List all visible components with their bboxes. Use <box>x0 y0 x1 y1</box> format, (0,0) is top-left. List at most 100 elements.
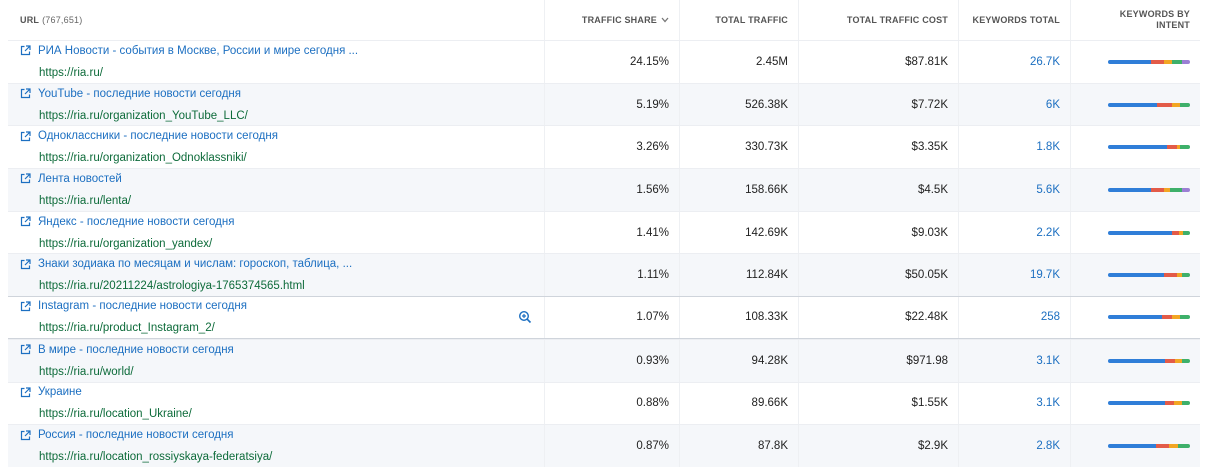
external-link-icon[interactable] <box>20 259 31 270</box>
intent-segment <box>1163 273 1177 278</box>
external-link-icon[interactable] <box>20 131 31 142</box>
total-traffic-cell: 2.45M <box>680 41 799 83</box>
keywords-total-link[interactable]: 1.8K <box>959 126 1071 169</box>
intent-segment <box>1108 102 1158 107</box>
keywords-total-link[interactable]: 5.6K <box>959 169 1071 211</box>
page-url[interactable]: https://ria.ru/organization_YouTube_LLC/ <box>39 109 248 122</box>
col-keywords-by-intent[interactable]: KEYWORDS BY INTENT <box>1119 9 1190 30</box>
page-url[interactable]: https://ria.ru/lenta/ <box>39 194 132 207</box>
intent-segment <box>1163 59 1172 64</box>
total-traffic-cell: 89.66K <box>680 382 799 425</box>
table-row: Знаки зодиака по месяцам и числам: горос… <box>8 253 1200 297</box>
intent-bar[interactable] <box>1108 315 1190 320</box>
page-title-link[interactable]: YouTube - последние новости сегодня <box>20 85 241 103</box>
page-url[interactable]: https://ria.ru/product_Instagram_2/ <box>39 322 215 335</box>
external-link-icon[interactable] <box>20 387 31 398</box>
keywords-total-link[interactable]: 6K <box>959 83 1071 126</box>
intent-segment <box>1163 187 1171 192</box>
page-title-link[interactable]: РИА Новости - события в Москве, России и… <box>20 42 358 60</box>
intent-cell <box>1071 425 1200 467</box>
intent-segment <box>1108 59 1151 64</box>
total-traffic-cell: 87.8K <box>680 425 799 467</box>
external-link-icon[interactable] <box>20 173 31 184</box>
page-title-link[interactable]: Яндекс - последние новости сегодня <box>20 213 234 231</box>
total-traffic-cell: 108.33K <box>680 297 799 338</box>
traffic-share-cell: 0.93% <box>545 339 680 382</box>
col-total-traffic[interactable]: TOTAL TRAFFIC <box>680 0 799 40</box>
page-url[interactable]: https://ria.ru/organization_yandex/ <box>39 237 213 250</box>
intent-segment <box>1155 444 1169 449</box>
keywords-total-link[interactable]: 26.7K <box>959 41 1071 83</box>
col-keywords-total[interactable]: KEYWORDS TOTAL <box>959 0 1071 40</box>
intent-bar[interactable] <box>1108 401 1190 406</box>
traffic-cost-cell: $50.05K <box>799 254 959 297</box>
col-url[interactable]: URL (767,651) <box>8 0 545 40</box>
url-cell: Яндекс - последние новости сегодня https… <box>8 211 545 254</box>
intent-bar[interactable] <box>1108 102 1190 107</box>
table-row: Instagram - последние новости сегодня ht… <box>8 296 1200 339</box>
traffic-cost-cell: $2.9K <box>799 425 959 467</box>
pages-table: URL (767,651) TRAFFIC SHARE TOTAL TRAFFI… <box>8 0 1200 467</box>
external-link-icon[interactable] <box>20 429 31 441</box>
intent-bar[interactable] <box>1108 187 1190 192</box>
traffic-cost-cell: $9.03K <box>799 211 959 254</box>
keywords-total-link[interactable]: 2.8K <box>959 425 1071 467</box>
total-traffic-cell: 94.28K <box>680 339 799 382</box>
intent-segment <box>1157 102 1172 107</box>
intent-cell <box>1071 41 1200 83</box>
table-row: Украине https://ria.ru/location_Ukraine/… <box>8 381 1200 425</box>
intent-cell <box>1071 212 1200 254</box>
intent-segment <box>1171 102 1181 107</box>
col-traffic-share[interactable]: TRAFFIC SHARE <box>545 0 680 40</box>
keywords-total-link[interactable]: 3.1K <box>959 339 1071 382</box>
traffic-cost-cell: $1.55K <box>799 382 959 425</box>
intent-bar[interactable] <box>1108 444 1190 449</box>
keywords-total-link[interactable]: 3.1K <box>959 382 1071 425</box>
intent-bar[interactable] <box>1108 59 1190 64</box>
keywords-total-link[interactable]: 2.2K <box>959 211 1071 254</box>
external-link-icon[interactable] <box>20 216 31 227</box>
intent-bar[interactable] <box>1108 230 1190 235</box>
intent-segment <box>1150 59 1164 64</box>
page-title-link[interactable]: Instagram - последние новости сегодня <box>20 297 247 315</box>
page-title-link[interactable]: Лента новостей <box>20 170 122 188</box>
page-title-link[interactable]: В мире - последние новости сегодня <box>20 341 234 359</box>
total-traffic-cell: 330.73K <box>680 126 799 169</box>
page-url[interactable]: https://ria.ru/ <box>39 66 103 79</box>
page-title-link[interactable]: Знаки зодиака по месяцам и числам: горос… <box>20 255 352 273</box>
intent-segment <box>1176 145 1181 150</box>
keywords-total-link[interactable]: 19.7K <box>959 254 1071 297</box>
intent-bar[interactable] <box>1108 145 1190 150</box>
total-traffic-cell: 142.69K <box>680 211 799 254</box>
page-url[interactable]: https://ria.ru/location_Ukraine/ <box>39 408 192 421</box>
external-link-icon[interactable] <box>20 301 31 312</box>
intent-bar[interactable] <box>1108 273 1190 278</box>
traffic-share-cell: 1.07% <box>545 297 680 338</box>
external-link-icon[interactable] <box>20 344 31 355</box>
intent-segment <box>1180 145 1190 150</box>
zoom-in-icon[interactable] <box>518 310 532 324</box>
intent-segment <box>1108 145 1168 150</box>
page-title-link[interactable]: Одноклассники - последние новости сегодн… <box>20 127 278 145</box>
page-title-link[interactable]: Украине <box>20 383 82 401</box>
intent-segment <box>1181 59 1190 64</box>
intent-segment <box>1167 145 1177 150</box>
intent-segment <box>1171 59 1182 64</box>
keywords-total-link[interactable]: 258 <box>959 297 1071 338</box>
external-link-icon[interactable] <box>20 88 31 99</box>
external-link-icon[interactable] <box>20 45 31 56</box>
intent-segment <box>1176 273 1182 278</box>
intent-segment <box>1183 230 1190 235</box>
col-total-traffic-cost[interactable]: TOTAL TRAFFIC COST <box>799 0 959 40</box>
page-url[interactable]: https://ria.ru/20211224/astrologiya-1765… <box>39 280 305 293</box>
traffic-cost-cell: $87.81K <box>799 41 959 83</box>
page-url[interactable]: https://ria.ru/organization_Odnoklassnik… <box>39 152 247 165</box>
intent-bar[interactable] <box>1108 358 1190 363</box>
traffic-share-cell: 0.87% <box>545 425 680 467</box>
page-title-link[interactable]: Россия - последние новости сегодня <box>20 426 234 444</box>
traffic-share-cell: 24.15% <box>545 41 680 83</box>
traffic-cost-cell: $971.98 <box>799 339 959 382</box>
page-url[interactable]: https://ria.ru/location_rossiyskaya-fede… <box>39 451 273 464</box>
intent-cell <box>1071 84 1200 126</box>
page-url[interactable]: https://ria.ru/world/ <box>39 365 134 378</box>
